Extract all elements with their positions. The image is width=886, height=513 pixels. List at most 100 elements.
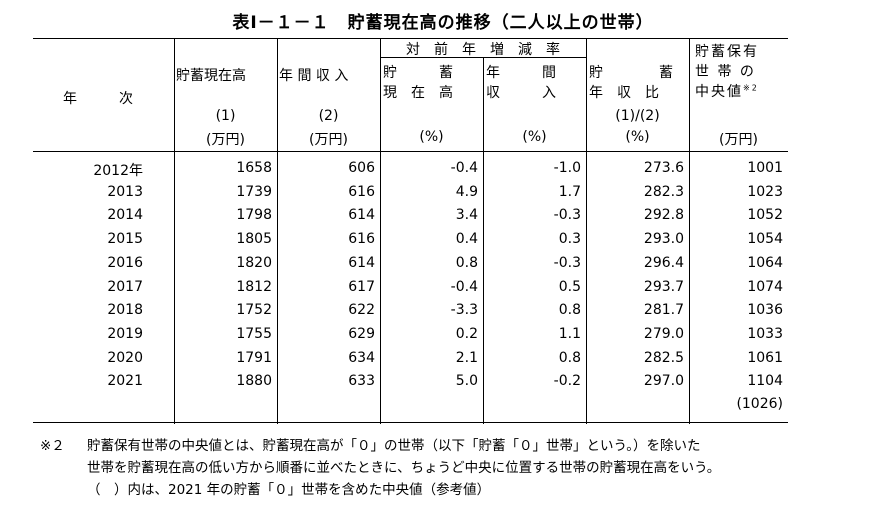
cell-year: 2013 <box>107 183 143 200</box>
cell-savings: 1658 <box>236 160 272 176</box>
header-median-line1: 貯蓄保有 <box>695 44 759 60</box>
cell-yoy-i: -0.3 <box>553 207 581 224</box>
cell-yoy-i: 0.5 <box>558 278 581 295</box>
cell-ratio: 292.8 <box>643 207 684 224</box>
table-title: 表Ⅰ－１－１ 貯蓄現在高の推移（二人以上の世帯） <box>232 13 654 33</box>
cell-year: 2015 <box>107 231 143 248</box>
cell-ratio: 282.3 <box>643 183 684 200</box>
cell-ratio: 296.4 <box>643 254 684 271</box>
cell-yoy-s: 0.2 <box>455 325 478 342</box>
cell-yoy-s: -3.3 <box>450 302 478 319</box>
cell-savings: 1791 <box>236 349 272 366</box>
cell-year: 2020 <box>107 349 143 366</box>
cell-income: 606 <box>348 160 375 176</box>
cell-income: 616 <box>348 231 375 248</box>
cell-year: 2012年 <box>93 163 143 179</box>
cell-median: 1023 <box>747 183 783 200</box>
header-yoy-savings-line1: 貯 蓄 <box>383 65 453 81</box>
cell-savings: 1739 <box>236 183 272 200</box>
cell-yoy-i: -1.0 <box>553 160 581 176</box>
cell-savings: 1812 <box>236 278 272 295</box>
cell-yoy-i: 0.8 <box>558 349 581 366</box>
col-divider <box>277 38 278 424</box>
cell-income: 614 <box>348 207 375 224</box>
header-yoy-savings-line2: 現 在 高 <box>383 85 453 101</box>
cell-income: 617 <box>348 278 375 295</box>
header-savings: 貯蓄現在高 <box>176 68 246 84</box>
note-line-3: （ ）内は、2021 年の貯蓄「０」世帯を含めた中央値（参考値） <box>87 482 491 498</box>
col-divider <box>586 38 587 424</box>
cell-yoy-s: 4.9 <box>455 183 478 200</box>
cell-ratio: 293.7 <box>643 278 684 295</box>
col-divider <box>380 38 381 424</box>
note-line-1: 貯蓄保有世帯の中央値とは、貯蓄現在高が「０」の世帯（以下「貯蓄「０」世帯」という… <box>87 438 701 454</box>
table-header-rule <box>33 151 788 152</box>
header-ratio-line2: 年 収 比 <box>589 85 659 101</box>
cell-year: 2021 <box>107 373 143 390</box>
cell-ratio: 281.7 <box>643 302 684 319</box>
header-ratio-line1: 貯 蓄 <box>589 65 673 81</box>
cell-yoy-i: 0.3 <box>558 231 581 248</box>
cell-ratio: 297.0 <box>643 373 684 390</box>
note-line-2: 世帯を貯蓄現在高の低い方から順番に並べたときに、ちょうど中央に位置する世帯の貯蓄… <box>87 460 721 476</box>
header-median-line3: 中央値※2 <box>695 81 759 101</box>
cell-median: 1001 <box>747 160 783 176</box>
header-savings-unit: (万円) <box>206 132 245 148</box>
cell-savings: 1820 <box>236 254 272 271</box>
cell-yoy-s: 0.8 <box>455 254 478 271</box>
cell-savings: 1755 <box>236 325 272 342</box>
header-yoy-income-line1: 年 間 <box>486 65 556 81</box>
header-yoy-income-line2: 収 入 <box>486 85 556 101</box>
header-yoy: 対 前 年 増 減 率 <box>406 42 560 58</box>
cell-income: 616 <box>348 183 375 200</box>
header-year: 年 次 <box>63 91 133 107</box>
cell-median: 1036 <box>747 302 783 319</box>
cell-median: 1054 <box>747 231 783 248</box>
header-yoy-savings-unit: (%) <box>419 129 444 145</box>
cell-median: 1061 <box>747 349 783 366</box>
cell-yoy-i: 1.7 <box>558 183 581 200</box>
cell-yoy-i: -0.2 <box>553 373 581 390</box>
median-reference-2021: (1026) <box>736 396 783 412</box>
cell-median: 1033 <box>747 325 783 342</box>
table-bottom-rule <box>33 422 788 423</box>
header-income: 年 間 収 入 <box>279 68 349 84</box>
cell-ratio: 279.0 <box>643 325 684 342</box>
col-divider <box>483 57 484 424</box>
header-yoy-income-unit: (%) <box>522 129 547 145</box>
cell-ratio: 293.0 <box>643 231 684 248</box>
header-median-unit: (万円) <box>719 132 758 148</box>
header-income-num: (2) <box>318 108 339 124</box>
header-median-line2: 世 帯 の <box>695 64 756 80</box>
cell-median: 1052 <box>747 207 783 224</box>
cell-yoy-i: 0.8 <box>558 302 581 319</box>
note-mark: ※２ <box>40 438 65 454</box>
cell-income: 629 <box>348 325 375 342</box>
cell-ratio: 273.6 <box>643 160 684 176</box>
cell-savings: 1752 <box>236 302 272 319</box>
cell-yoy-s: 3.4 <box>455 207 478 224</box>
col-divider <box>689 38 690 424</box>
cell-median: 1074 <box>747 278 783 295</box>
cell-yoy-s: 2.1 <box>455 349 478 366</box>
cell-ratio: 282.5 <box>643 349 684 366</box>
cell-yoy-s: 5.0 <box>455 373 478 390</box>
cell-year: 2016 <box>107 254 143 271</box>
table-top-rule <box>33 38 788 39</box>
cell-yoy-s: -0.4 <box>450 278 478 295</box>
header-ratio-unit: (%) <box>625 129 650 145</box>
cell-median: 1104 <box>747 373 783 390</box>
cell-yoy-i: -0.3 <box>553 254 581 271</box>
cell-income: 633 <box>348 373 375 390</box>
cell-savings: 1798 <box>236 207 272 224</box>
header-median-footnote-mark: ※2 <box>743 83 759 93</box>
savings-table: 年 次 貯蓄現在高 (1) (万円) 年 間 収 入 (2) (万円) 対 前 … <box>33 38 788 424</box>
cell-savings: 1805 <box>236 231 272 248</box>
cell-income: 634 <box>348 349 375 366</box>
cell-yoy-i: 1.1 <box>558 325 581 342</box>
cell-year: 2019 <box>107 325 143 342</box>
header-income-unit: (万円) <box>309 132 348 148</box>
header-median-label: 中央値 <box>695 84 743 100</box>
cell-median: 1064 <box>747 254 783 271</box>
cell-year: 2014 <box>107 207 143 224</box>
